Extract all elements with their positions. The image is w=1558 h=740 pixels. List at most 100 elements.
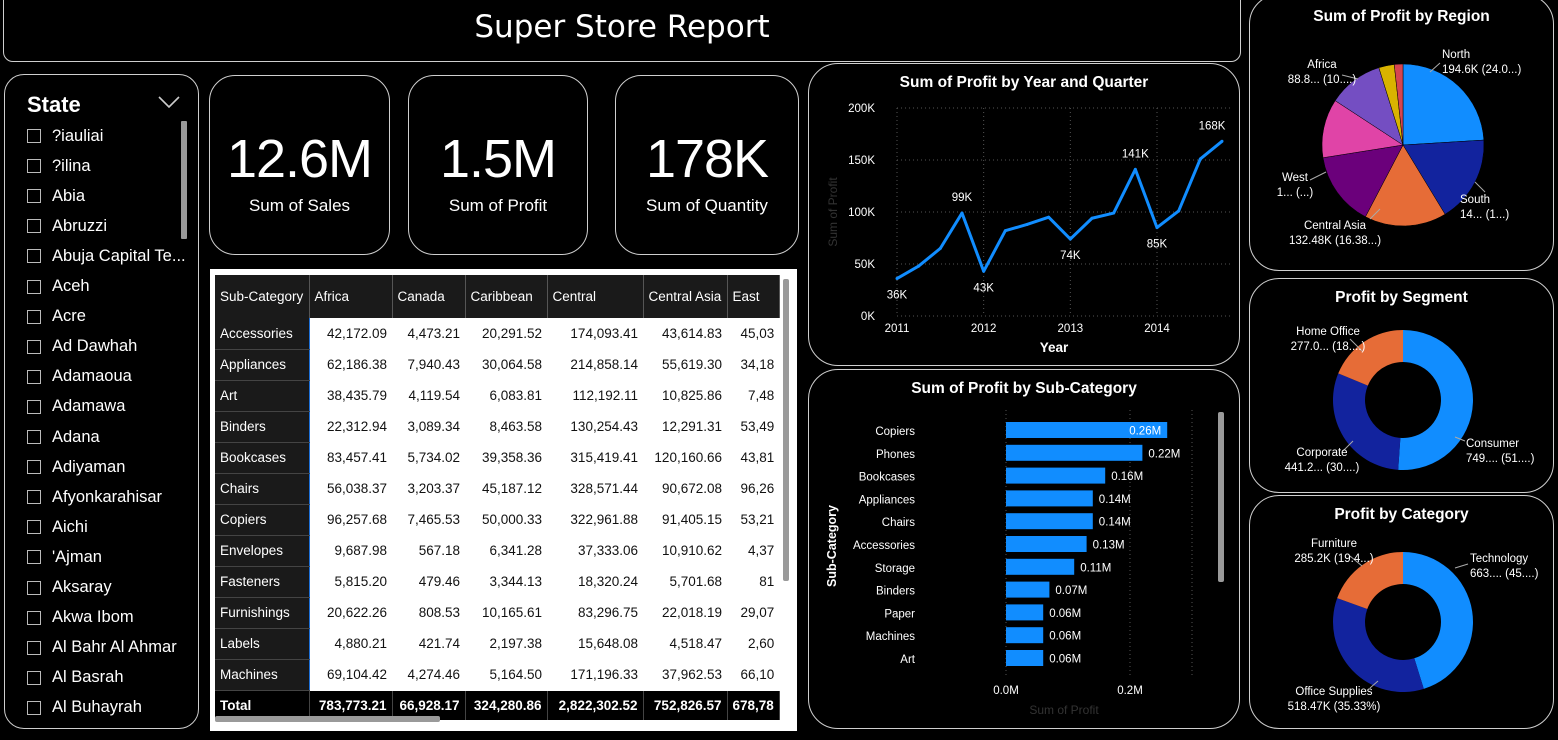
total-cell: 2,822,302.52 (547, 690, 644, 721)
table-cell: 174,093.41 (547, 318, 643, 350)
matrix-vertical-scrollbar[interactable] (783, 279, 789, 581)
slice-value: 518.47K (35.33%) (1288, 701, 1381, 713)
checkbox[interactable] (27, 700, 41, 715)
kpi-label: Sum of Sales (248, 196, 351, 215)
checkbox[interactable] (27, 610, 41, 625)
row-header-cell: Binders (215, 411, 310, 443)
slicer-item-label: Aichi (52, 517, 88, 536)
total-cell: Total (215, 690, 310, 721)
data-label: 0.06M (1049, 654, 1081, 666)
checkbox[interactable] (27, 369, 41, 384)
slicer-item[interactable]: Aceh (27, 276, 90, 298)
table-row[interactable]: Bookcases 83,457.41 5,734.02 39,358.36 315,4… (215, 442, 780, 474)
slicer-scrollbar[interactable] (181, 121, 187, 239)
data-label: 99K (952, 192, 973, 204)
slicer-item[interactable]: Al Basrah (27, 667, 124, 689)
checkbox[interactable] (27, 520, 41, 535)
bar (1006, 422, 1168, 438)
slicer-item[interactable]: ?iauliai (27, 125, 103, 147)
table-cell: 7,465.53 (392, 504, 465, 536)
slicer-item[interactable]: Al Bahr Al Ahmar (27, 637, 177, 659)
checkbox[interactable] (27, 159, 41, 174)
slicer-item[interactable]: Aichi (27, 516, 88, 538)
slicer-item[interactable]: Adiyaman (27, 456, 125, 478)
slicer-item[interactable]: Adana (27, 426, 100, 448)
slice-value: 749.... (51....) (1466, 453, 1535, 465)
slicer-item[interactable]: Adamaoua (27, 366, 132, 388)
checkbox[interactable] (27, 550, 41, 565)
checkbox[interactable] (27, 399, 41, 414)
column-header[interactable]: Central (547, 275, 644, 318)
checkbox[interactable] (27, 339, 41, 354)
slicer-item[interactable]: Acre (27, 306, 86, 328)
matrix-horizontal-scrollbar[interactable] (215, 716, 440, 722)
checkbox[interactable] (27, 279, 41, 294)
table-cell: 6,083.81 (465, 380, 547, 412)
checkbox[interactable] (27, 640, 41, 655)
slicer-item[interactable]: ?ilina (27, 155, 91, 177)
column-header[interactable]: Africa (309, 275, 393, 318)
slicer-item[interactable]: Al Buhayrah (27, 697, 142, 719)
checkbox[interactable] (27, 309, 41, 324)
table-row[interactable]: Accessories 42,172.09 4,473.21 20,291.52 174… (215, 318, 780, 350)
report-title-bar: Super Store Report (3, 0, 1241, 62)
column-header[interactable]: Central Asia (643, 275, 728, 318)
table-row[interactable]: Art 38,435.79 4,119.54 6,083.81 112,192.11 10… (215, 380, 780, 412)
table-row[interactable]: Fasteners 5,815.20 479.46 3,344.13 18,320.24… (215, 566, 780, 598)
slicer-item[interactable]: Aksaray (27, 577, 112, 599)
table-row[interactable]: Binders 22,312.94 3,089.34 8,463.58 130,254.… (215, 411, 780, 443)
leader-line (1474, 181, 1486, 193)
table-cell: 39,358.36 (465, 442, 547, 474)
slicer-item-label: Abia (52, 186, 86, 205)
checkbox[interactable] (27, 189, 41, 204)
checkbox[interactable] (27, 219, 41, 234)
profit-matrix[interactable]: Sub-Category Africa Canada Caribbean Central… (210, 269, 797, 731)
table-row[interactable]: Chairs 56,038.37 3,203.37 45,187.12 328,571.… (215, 473, 780, 505)
slicer-item[interactable]: Akwa Ibom (27, 607, 134, 629)
slicer-item[interactable]: Abuja Capital Te... (27, 245, 186, 267)
state-slicer[interactable]: State ?iauliai ?ilina Abia Abruzzi Abuja Cap… (4, 74, 199, 729)
slicer-item-label: Aceh (52, 277, 90, 295)
table-row[interactable]: Machines 69,104.42 4,274.46 5,164.50 171,196… (215, 659, 780, 691)
profit-by-segment-chart: Profit by Segment Consumer 749.... (51...… (1249, 278, 1554, 493)
checkbox[interactable] (27, 670, 41, 685)
data-label: 43K (973, 282, 994, 294)
table-cell: 22,312.94 (309, 411, 392, 443)
slicer-item[interactable]: 'Ajman (27, 546, 102, 568)
x-tick-label: 2013 (1058, 323, 1084, 335)
checkbox[interactable] (27, 430, 41, 444)
checkbox[interactable] (27, 249, 41, 264)
slicer-item[interactable]: Abruzzi (27, 215, 107, 237)
chevron-down-icon[interactable] (157, 95, 181, 109)
table-row[interactable]: Labels 4,880.21 421.74 2,197.38 15,648.08 4,5… (215, 628, 780, 660)
data-point (1090, 216, 1094, 220)
table-cell: 55,619.30 (643, 349, 727, 381)
checkbox[interactable] (27, 490, 41, 505)
data-point (1047, 215, 1051, 219)
x-tick-label: 0.2M (1117, 685, 1143, 697)
x-tick-label: 2012 (971, 323, 997, 335)
column-header[interactable]: Sub-Category (215, 275, 310, 318)
slicer-item[interactable]: Ad Dawhah (27, 336, 137, 358)
slicer-item[interactable]: Adamawa (27, 396, 125, 418)
column-header[interactable]: East (727, 275, 780, 318)
table-row[interactable]: Copiers 96,257.68 7,465.53 50,000.33 322,961… (215, 504, 780, 536)
table-row[interactable]: Furnishings 20,622.26 808.53 10,165.61 83,29… (215, 597, 780, 629)
table-cell: 45,03 (727, 318, 780, 350)
table-row[interactable]: Appliances 62,186.38 7,940.43 30,064.58 214,… (215, 349, 780, 381)
data-point (1112, 211, 1116, 215)
checkbox[interactable] (27, 580, 41, 595)
profit-by-year-chart: Sum of Profit by Year and Quarter 0K 50K 1… (808, 63, 1240, 366)
table-cell: 66,10 (727, 659, 780, 691)
table-cell: 4,518.47 (643, 628, 727, 660)
column-header[interactable]: Caribbean (465, 275, 548, 318)
table-cell: 18,320.24 (547, 566, 643, 598)
table-cell: 315,419.41 (547, 442, 643, 474)
slicer-item[interactable]: Abia (27, 185, 85, 207)
checkbox[interactable] (27, 129, 41, 143)
category-label: Art (900, 654, 916, 666)
checkbox[interactable] (27, 460, 41, 475)
table-row[interactable]: Envelopes 9,687.98 567.18 6,341.28 37,333.06… (215, 535, 780, 567)
column-header[interactable]: Canada (392, 275, 466, 318)
slicer-item[interactable]: Afyonkarahisar (27, 486, 162, 508)
